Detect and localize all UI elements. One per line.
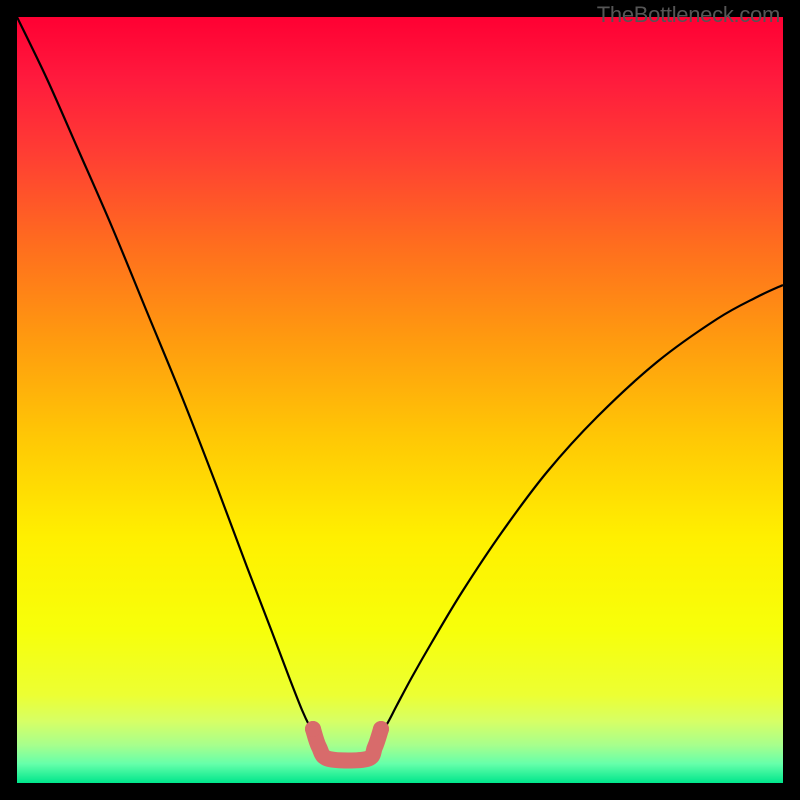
watermark-text: TheBottleneck.com	[597, 2, 780, 28]
right-curve-line	[379, 285, 783, 735]
trough-marker	[313, 729, 381, 761]
trough-endpoint-dots	[305, 721, 389, 737]
left-curve-line	[17, 17, 315, 735]
bottleneck-chart	[17, 17, 783, 783]
